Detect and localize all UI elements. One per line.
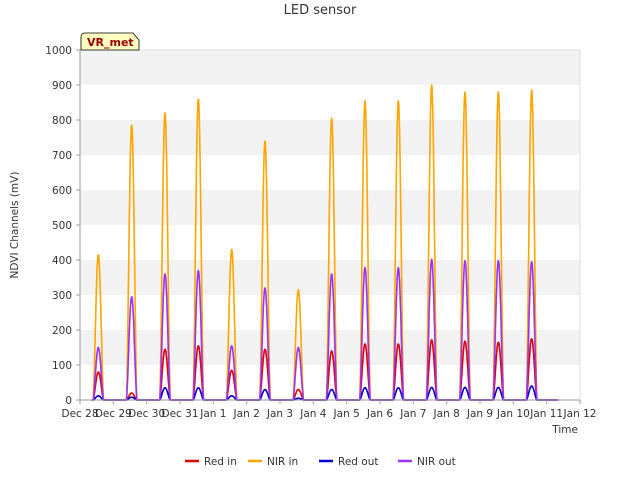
- x-tick-label: Jan 4: [299, 408, 327, 420]
- badge-shape: [80, 32, 140, 51]
- y-tick-label: 400: [52, 255, 72, 267]
- x-tick-label: Jan 1: [199, 408, 226, 420]
- y-tick-label: 0: [65, 395, 72, 407]
- y-tick-label: 1000: [45, 45, 72, 57]
- x-tick-label: Dec 29: [95, 408, 132, 420]
- legend: Red in NIR in Red out NIR out: [185, 456, 456, 468]
- x-tick-label: Jan 6: [366, 408, 394, 420]
- x-tick-label: Jan 10: [496, 408, 530, 420]
- y-tick-label: 600: [52, 185, 72, 197]
- x-tick-label: Jan 9: [466, 408, 493, 420]
- y-tick-label: 700: [52, 150, 72, 162]
- y-tick-label: 200: [52, 325, 72, 337]
- x-tick-label: Dec 30: [128, 408, 165, 420]
- x-tick-label: Jan 2: [233, 408, 260, 420]
- y-tick-label: 800: [52, 115, 72, 127]
- plot-background: [80, 49, 581, 400]
- x-tick-label: Dec 28: [61, 408, 98, 420]
- legend-label: Red out: [338, 456, 378, 468]
- x-tick-label: Jan 7: [399, 408, 426, 420]
- y-tick-label: 300: [52, 290, 72, 302]
- badge-text: VR_met: [87, 36, 134, 49]
- grid-band: [80, 50, 580, 85]
- x-tick-label: Jan 12: [563, 408, 597, 420]
- legend-label: NIR in: [267, 456, 298, 468]
- x-tick-label: Dec 31: [161, 408, 198, 420]
- y-axis-label: NDVI Channels (mV): [9, 172, 21, 279]
- x-tick-label: Jan 5: [333, 408, 360, 420]
- legend-label: Red in: [204, 456, 237, 468]
- station-badge: VR_met: [80, 32, 140, 51]
- y-tick-label: 100: [52, 360, 72, 372]
- x-tick-label: Jan 3: [266, 408, 293, 420]
- chart-title: LED sensor: [284, 3, 357, 18]
- x-axis-label: Time: [551, 424, 578, 436]
- y-tick-label: 900: [52, 80, 72, 92]
- y-tick-label: 500: [52, 220, 72, 232]
- legend-label: NIR out: [417, 456, 456, 468]
- grid-band: [80, 225, 580, 260]
- x-tick-label: Jan 8: [433, 408, 460, 420]
- x-tick-label: Jan 11: [529, 408, 563, 420]
- grid-band: [80, 365, 580, 400]
- grid-band: [80, 85, 580, 120]
